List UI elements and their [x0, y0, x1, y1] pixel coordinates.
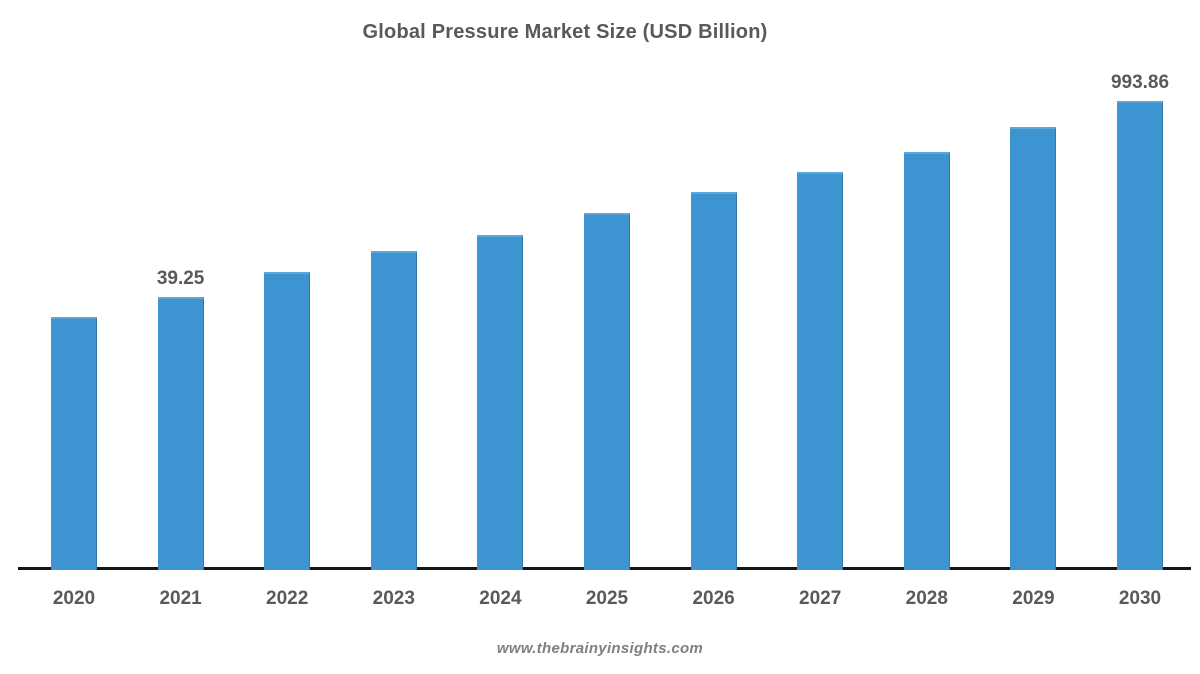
x-tick-label-2023: 2023	[372, 588, 415, 609]
bar-2030	[1117, 101, 1163, 570]
x-tick-label-2028: 2028	[905, 588, 948, 609]
bar-value-label-2030: 993.86	[1110, 72, 1170, 93]
bar-2020	[51, 317, 97, 570]
bar-2027	[797, 172, 844, 570]
bar-2026	[690, 192, 737, 570]
x-tick-label-2030: 2030	[1118, 588, 1162, 609]
x-tick-label-2029: 2029	[1012, 588, 1055, 609]
watermark-text: www.thebrainyinsights.com	[496, 640, 704, 657]
bar-2023	[370, 251, 417, 570]
bar-2028	[903, 152, 950, 570]
x-tick-label-2022: 2022	[266, 588, 309, 609]
x-tick-label-2026: 2026	[692, 588, 735, 609]
bar-2024	[477, 235, 524, 570]
x-tick-label-2024: 2024	[479, 588, 522, 609]
x-tick-label-2021: 2021	[159, 588, 202, 609]
x-tick-label-2027: 2027	[799, 588, 842, 609]
bar-2022	[264, 272, 311, 570]
bar-value-label-2021: 39.25	[156, 268, 205, 289]
x-tick-label-2020: 2020	[52, 588, 96, 609]
bar-2021	[157, 297, 204, 570]
x-tick-label-2025: 2025	[585, 588, 629, 609]
chart-title: Global Pressure Market Size (USD Billion…	[362, 21, 768, 43]
bar-2025	[584, 213, 630, 570]
bar-2029	[1010, 127, 1057, 570]
